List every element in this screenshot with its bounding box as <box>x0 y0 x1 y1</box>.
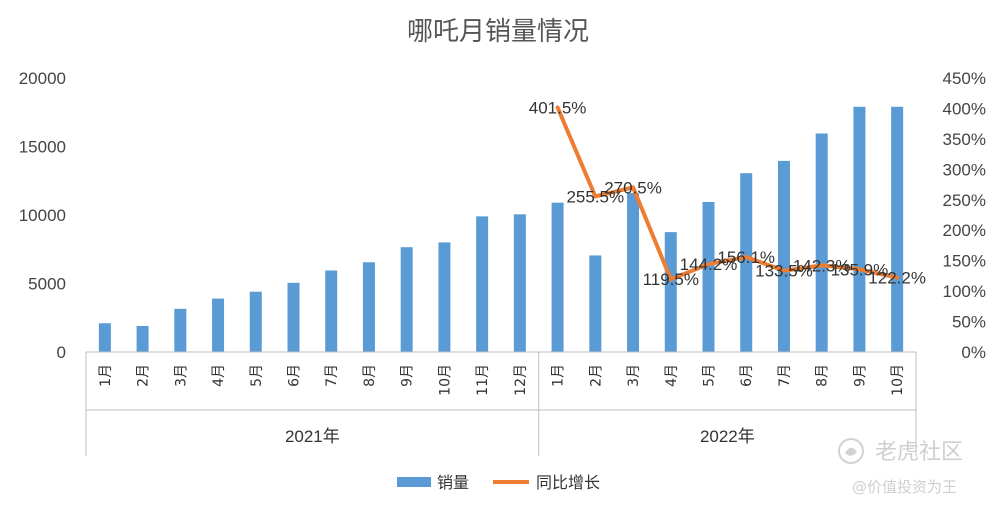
right-axis-tick-label: 450% <box>943 69 986 88</box>
yoy-data-label: 401.5% <box>529 99 587 118</box>
left-axis-tick-label: 20000 <box>19 69 66 88</box>
x-axis-year-groups: 2021年 2022年 <box>285 427 755 446</box>
right-axis-tick-label: 150% <box>943 252 986 271</box>
yoy-data-label: 270.5% <box>604 178 662 197</box>
sales-bar <box>551 202 564 352</box>
sales-bar <box>325 270 338 352</box>
legend-label-yoy: 同比增长 <box>536 473 600 492</box>
x-axis-category-label: 5月 <box>702 364 718 387</box>
yoy-growth-line <box>555 105 900 282</box>
yoy-data-label: 133.5% <box>755 262 813 281</box>
sales-bar <box>853 106 866 353</box>
sales-bar <box>98 323 111 352</box>
x-axis-category-label: 8月 <box>815 364 831 387</box>
sales-bar <box>627 193 640 352</box>
sales-bar <box>362 262 375 352</box>
sales-bar <box>589 255 602 352</box>
left-axis-tick-label: 10000 <box>19 206 66 225</box>
sales-bar <box>891 106 904 353</box>
right-axis-tick-label: 0% <box>961 343 986 362</box>
sales-bar <box>287 282 300 352</box>
chart-title: 哪吒月销量情况 <box>407 17 589 47</box>
x-axis-category-label: 4月 <box>211 364 227 387</box>
x-axis-category-label: 1月 <box>551 364 567 387</box>
yoy-data-label: 255.5% <box>566 187 624 206</box>
x-axis <box>85 351 917 456</box>
x-axis-category-label: 12月 <box>513 364 529 396</box>
year-group-label: 2022年 <box>700 427 755 446</box>
sales-bar <box>476 216 489 352</box>
legend-label-sales: 销量 <box>437 473 469 492</box>
sales-bar <box>400 247 413 352</box>
x-axis-category-label: 3月 <box>173 364 189 387</box>
sales-bar <box>664 232 677 352</box>
legend-bar-swatch <box>397 477 431 487</box>
watermark: 老虎社区 @价值投资为王 <box>838 438 963 496</box>
sales-bars <box>98 106 904 353</box>
x-axis-category-label: 7月 <box>777 364 793 387</box>
x-axis-category-labels: 1月 2月 3月 4月 5月 6月 7月 8月 9月 10月 11月 12月 1月 2月 3月 4月 5月 6月 7… <box>98 364 906 396</box>
left-axis-tick-label: 0 <box>57 343 66 362</box>
right-axis-tick-label: 400% <box>943 99 986 118</box>
right-axis-tick-label: 200% <box>943 221 986 240</box>
x-axis-category-label: 10月 <box>890 364 906 396</box>
x-axis-category-label: 6月 <box>287 364 303 387</box>
left-axis-tick-label: 5000 <box>28 275 66 294</box>
sales-bar <box>212 298 225 352</box>
yoy-data-label: 156.1% <box>717 248 775 267</box>
yoy-data-label: 142.3% <box>793 256 851 275</box>
x-axis-category-label: 7月 <box>324 364 340 387</box>
sales-bar <box>438 242 451 352</box>
watermark-brand: 老虎社区 <box>875 440 963 465</box>
x-axis-category-label: 8月 <box>362 364 378 387</box>
right-axis-tick-label: 350% <box>943 130 986 149</box>
sales-bar <box>815 133 828 352</box>
year-group-label: 2021年 <box>285 427 340 446</box>
right-axis-ticks: 0% 50% 100% 150% 200% 250% 300% 350% 400% 450% <box>943 69 986 362</box>
x-axis-category-label: 9月 <box>400 364 416 387</box>
sales-bar <box>174 308 187 352</box>
x-axis-category-label: 10月 <box>437 364 453 396</box>
yoy-data-label: 144.2% <box>680 255 738 274</box>
x-axis-category-label: 6月 <box>739 364 755 387</box>
yoy-data-label: 135.9% <box>831 260 889 279</box>
yoy-growth-polyline <box>555 105 900 282</box>
sales-bar <box>702 201 715 352</box>
x-axis-category-label: 1月 <box>98 364 114 387</box>
left-axis-ticks: 0 5000 10000 15000 20000 <box>19 69 66 362</box>
x-axis-category-label: 3月 <box>626 364 642 387</box>
x-axis-category-label: 2月 <box>136 364 152 387</box>
sales-bar <box>136 325 149 352</box>
right-axis-tick-label: 100% <box>943 282 986 301</box>
legend: 销量 同比增长 <box>397 473 600 492</box>
yoy-data-labels: 401.5% 255.5%270.5% 119.5%144.2%156.1%133.… <box>529 99 926 290</box>
sales-bar <box>740 173 753 352</box>
right-axis-tick-label: 50% <box>952 313 986 332</box>
x-axis-category-label: 2月 <box>588 364 604 387</box>
left-axis-tick-label: 15000 <box>19 138 66 157</box>
sales-bar <box>777 160 790 352</box>
right-axis-tick-label: 250% <box>943 191 986 210</box>
yoy-data-label: 122.2% <box>868 269 926 288</box>
sales-bar <box>249 291 262 352</box>
x-axis-category-label: 5月 <box>249 364 265 387</box>
yoy-data-label: 119.5% <box>643 270 699 289</box>
x-axis-category-label: 4月 <box>664 364 680 387</box>
x-axis-category-label: 11月 <box>475 364 491 396</box>
sales-bar <box>513 214 526 352</box>
right-axis-tick-label: 300% <box>943 160 986 179</box>
x-axis-category-label: 9月 <box>852 364 868 387</box>
watermark-author: @价值投资为王 <box>852 478 957 496</box>
tiger-logo-icon <box>838 438 864 464</box>
